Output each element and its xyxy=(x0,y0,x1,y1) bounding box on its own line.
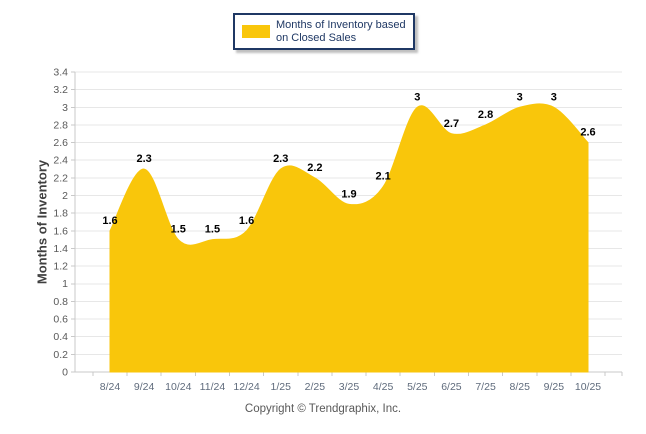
data-label: 1.9 xyxy=(341,188,356,200)
y-tick-label: 1.4 xyxy=(53,243,68,255)
x-tick-label: 8/25 xyxy=(509,381,530,393)
data-label: 1.6 xyxy=(102,215,117,227)
data-label: 3 xyxy=(414,91,420,103)
x-tick-label: 10/25 xyxy=(575,381,601,393)
y-tick-label: 0.4 xyxy=(53,331,68,343)
data-label: 3 xyxy=(517,91,523,103)
x-tick-label: 4/25 xyxy=(373,381,394,393)
x-tick-label: 2/25 xyxy=(305,381,326,393)
x-tick-label: 10/24 xyxy=(165,381,191,393)
data-label: 3 xyxy=(551,91,557,103)
y-tick-label: 1.2 xyxy=(53,261,68,273)
y-tick-label: 3 xyxy=(62,102,68,114)
y-tick-label: 0.2 xyxy=(53,349,68,361)
x-tick-label: 6/25 xyxy=(441,381,462,393)
data-label: 1.5 xyxy=(205,224,220,236)
y-tick-label: 2.6 xyxy=(53,137,68,149)
y-tick-label: 1 xyxy=(62,278,68,290)
data-label: 2.1 xyxy=(375,171,390,183)
y-tick-label: 2.8 xyxy=(53,119,68,131)
x-tick-label: 9/24 xyxy=(134,381,155,393)
x-tick-label: 12/24 xyxy=(233,381,259,393)
y-tick-label: 0.8 xyxy=(53,296,68,308)
y-tick-label: 0 xyxy=(62,366,68,378)
x-tick-label: 9/25 xyxy=(544,381,565,393)
data-label: 2.2 xyxy=(307,162,322,174)
x-tick-label: 8/24 xyxy=(100,381,121,393)
legend-label: Months of Inventory based on Closed Sale… xyxy=(276,18,406,44)
x-tick-label: 5/25 xyxy=(407,381,428,393)
data-label: 2.6 xyxy=(580,127,595,139)
data-label: 2.3 xyxy=(136,153,151,165)
x-tick-label: 3/25 xyxy=(339,381,360,393)
x-tick-label: 11/24 xyxy=(200,381,226,393)
area-series xyxy=(109,103,589,373)
y-tick-label: 1.6 xyxy=(53,225,68,237)
legend-swatch-icon xyxy=(242,25,270,38)
y-tick-label: 2 xyxy=(62,190,68,202)
y-tick-label: 0.6 xyxy=(53,314,68,326)
y-tick-label: 2.4 xyxy=(53,155,68,167)
y-tick-label: 3.4 xyxy=(53,66,68,78)
data-label: 2.7 xyxy=(444,118,459,130)
x-tick-label: 7/25 xyxy=(475,381,496,393)
data-label: 1.6 xyxy=(239,215,254,227)
y-tick-label: 3.2 xyxy=(53,84,68,96)
data-label: 2.3 xyxy=(273,153,288,165)
y-tick-label: 1.8 xyxy=(53,208,68,220)
chart-legend: Months of Inventory based on Closed Sale… xyxy=(233,13,415,50)
data-label: 1.5 xyxy=(171,224,186,236)
y-tick-label: 2.2 xyxy=(53,172,68,184)
copyright-text: Copyright © Trendgraphix, Inc. xyxy=(244,403,402,415)
data-label: 2.8 xyxy=(478,109,493,121)
x-tick-label: 1/25 xyxy=(270,381,291,393)
